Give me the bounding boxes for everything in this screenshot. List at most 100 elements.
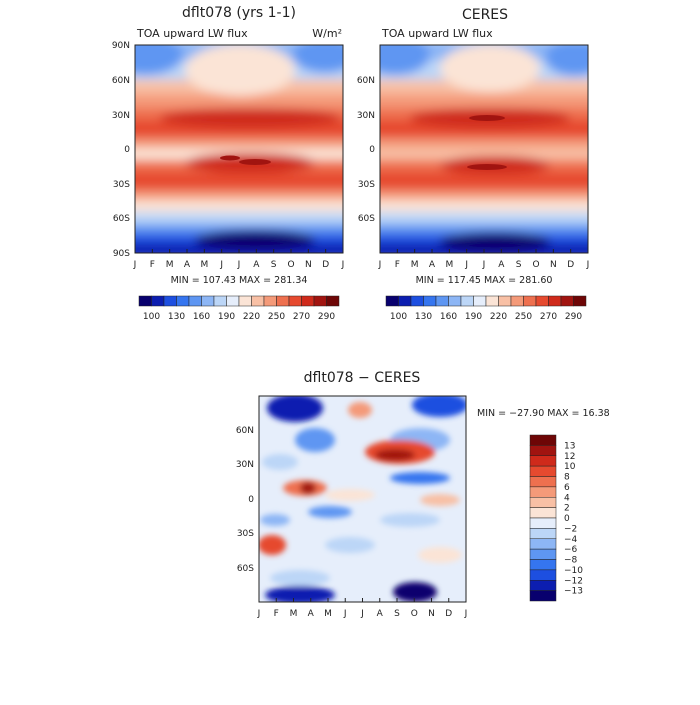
x-tick-label: J	[586, 260, 590, 270]
x-tick-label: A	[429, 260, 436, 270]
colorbar-label: 130	[415, 312, 432, 322]
colorbar-swatch	[163, 295, 177, 307]
panel-diff-field	[259, 396, 466, 602]
colorbar-swatch	[201, 295, 215, 307]
colorbar-swatch	[213, 295, 227, 307]
colorbar-swatch	[498, 295, 512, 307]
y-tick-label: 30N	[112, 111, 130, 121]
colorbar-label: −6	[564, 545, 578, 555]
x-tick-label: D	[322, 260, 329, 270]
colorbar-label: 270	[293, 312, 310, 322]
colorbar-label: 0	[564, 514, 570, 524]
x-tick-label: A	[377, 609, 384, 619]
colorbar-label: 160	[440, 312, 457, 322]
colorbar-swatch	[226, 295, 240, 307]
colorbar-swatch	[238, 295, 252, 307]
x-tick-label: J	[219, 260, 223, 270]
colorbar-label: 220	[490, 312, 507, 322]
colorbar-swatch	[529, 486, 557, 498]
colorbar-swatch	[460, 295, 474, 307]
colorbar-swatch	[448, 295, 462, 307]
x-tick-label: S	[516, 260, 522, 270]
y-tick-label: 30S	[358, 180, 375, 190]
colorbar-swatch	[529, 465, 557, 477]
colorbar-swatch	[560, 295, 574, 307]
x-tick-label: M	[324, 609, 332, 619]
colorbar-label: 8	[564, 473, 570, 483]
x-tick-label: A	[498, 260, 505, 270]
panel-diff: dflt078 − CERES	[236, 370, 610, 619]
colorbar-swatch	[385, 295, 399, 307]
x-tick-label: F	[150, 260, 155, 270]
y-tick-label: 60N	[357, 76, 375, 86]
y-tick-label: 0	[369, 145, 375, 155]
colorbar-swatch	[473, 295, 487, 307]
panel-model-field	[135, 45, 343, 253]
colorbar-swatch	[529, 548, 557, 560]
colorbar-swatch	[529, 569, 557, 581]
colorbar-swatch	[151, 295, 165, 307]
colorbar-swatch	[263, 295, 277, 307]
colorbar-swatch	[176, 295, 190, 307]
panel-model-colorbar: 100 130 160 190 220 250 270 290	[138, 295, 340, 322]
colorbar-label: −12	[564, 576, 583, 586]
x-tick-label: A	[184, 260, 191, 270]
colorbar-swatch	[529, 434, 557, 446]
panel-diff-minmax: MIN = −27.90 MAX = 16.38	[477, 408, 610, 419]
colorbar-label: −8	[564, 556, 578, 566]
colorbar-swatch	[138, 295, 152, 307]
colorbar-label: 100	[143, 312, 160, 322]
colorbar-label: 270	[540, 312, 557, 322]
colorbar-swatch	[529, 590, 557, 602]
x-tick-label: O	[411, 609, 418, 619]
colorbar-label: 250	[515, 312, 532, 322]
x-tick-label: M	[411, 260, 419, 270]
panel-model-subtitle: TOA upward LW flux	[136, 27, 248, 40]
x-tick-label: F	[274, 609, 279, 619]
panel-obs-title: CERES	[462, 7, 508, 23]
x-tick-label: J	[237, 260, 241, 270]
x-tick-label: M	[445, 260, 453, 270]
colorbar-label: 290	[565, 312, 582, 322]
x-tick-label: O	[532, 260, 539, 270]
colorbar-swatch	[288, 295, 302, 307]
colorbar-label: 160	[193, 312, 210, 322]
x-tick-label: M	[166, 260, 174, 270]
colorbar-label: 190	[465, 312, 482, 322]
panel-obs-colorbar: 100 130 160 190 220 250 270 290	[385, 295, 587, 322]
colorbar-swatch	[423, 295, 437, 307]
x-tick-label: S	[271, 260, 277, 270]
colorbar-label: −4	[564, 535, 578, 545]
y-tick-label: 0	[248, 495, 254, 505]
y-tick-label: 60S	[113, 214, 130, 224]
panel-model-minmax: MIN = 107.43 MAX = 281.34	[171, 275, 308, 286]
colorbar-swatch	[301, 295, 315, 307]
y-tick-label: 90S	[113, 249, 130, 259]
colorbar-swatch	[529, 559, 557, 571]
x-tick-label: A	[308, 609, 315, 619]
colorbar-swatch	[535, 295, 549, 307]
y-tick-label: 60N	[112, 76, 130, 86]
y-tick-label: 0	[124, 145, 130, 155]
colorbar-label: −2	[564, 524, 577, 534]
panel-obs-yaxis: 60N 30N 0 30S 60S	[357, 76, 375, 224]
colorbar-swatch	[529, 528, 557, 539]
colorbar-swatch	[251, 295, 265, 307]
colorbar-swatch	[529, 538, 557, 550]
colorbar-label: 2	[564, 504, 570, 514]
x-tick-label: F	[395, 260, 400, 270]
x-tick-label: A	[253, 260, 260, 270]
colorbar-label: 10	[564, 462, 576, 472]
colorbar-swatch	[410, 295, 424, 307]
y-tick-label: 30N	[236, 460, 254, 470]
colorbar-swatch	[529, 497, 557, 508]
x-tick-label: N	[305, 260, 312, 270]
panel-diff-title: dflt078 − CERES	[304, 370, 421, 386]
colorbar-label: 130	[168, 312, 185, 322]
x-tick-label: D	[567, 260, 574, 270]
x-tick-label: J	[343, 609, 347, 619]
